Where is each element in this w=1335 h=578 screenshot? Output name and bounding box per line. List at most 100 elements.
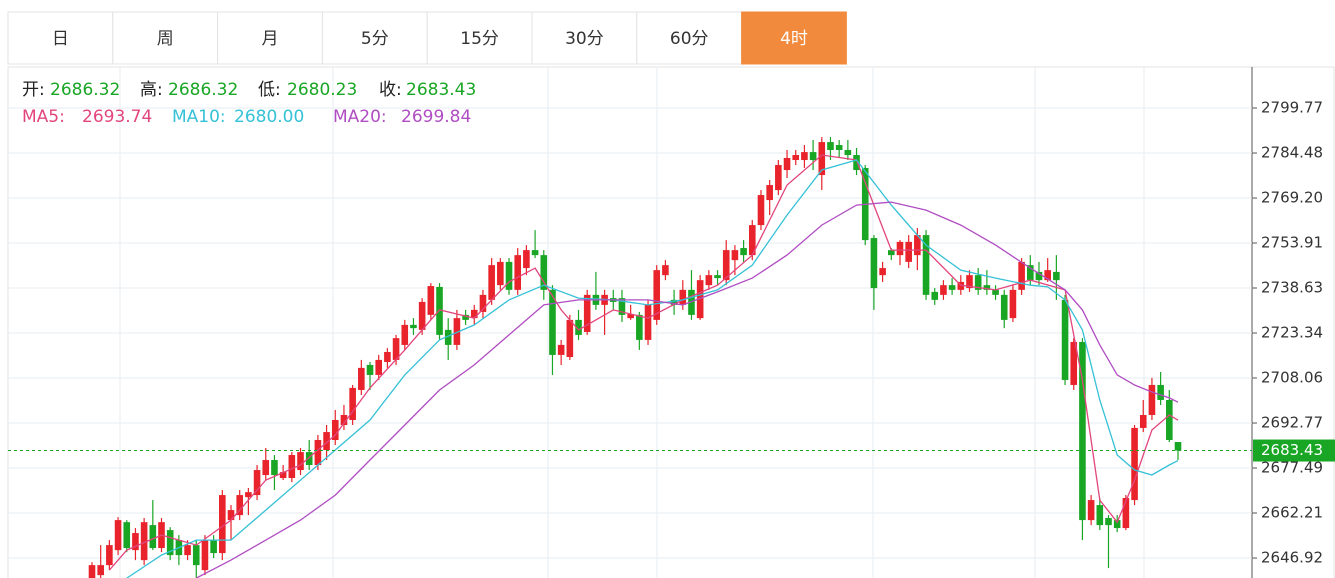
candle-body — [914, 235, 921, 256]
tab[interactable] — [321, 11, 428, 65]
tab[interactable] — [531, 11, 638, 65]
tab-label[interactable]: 日 — [52, 29, 69, 49]
tab-active[interactable] — [741, 11, 847, 65]
tab-label[interactable]: 15分 — [460, 29, 499, 49]
candle-body — [436, 286, 443, 335]
candle-body — [731, 250, 739, 261]
candle-body — [688, 289, 695, 315]
candle-body — [957, 281, 965, 290]
candle-body — [1105, 518, 1112, 526]
tab[interactable] — [636, 11, 743, 65]
candle-body — [905, 241, 912, 262]
candle-body — [305, 452, 313, 466]
candle-body — [931, 291, 939, 300]
y-tick-label: 2723.34 — [1261, 324, 1323, 342]
candle-body — [366, 364, 374, 375]
candle-body — [271, 460, 278, 476]
candle-body — [792, 155, 800, 161]
candle-body — [1087, 500, 1095, 521]
tab-label[interactable]: 60分 — [670, 29, 709, 49]
candle-body — [644, 304, 652, 340]
candle-body — [1035, 271, 1043, 281]
header: 开: 2686.32 高: 2686.32 低: 2680.23 收: 2683.43MA5:… — [22, 80, 476, 127]
tab[interactable] — [217, 11, 323, 65]
candle-body — [531, 250, 539, 256]
candle-body — [636, 314, 643, 340]
candle-body — [696, 280, 704, 319]
legend-value: 2693.74 — [82, 107, 152, 127]
candle-body — [1000, 294, 1008, 320]
candle-body — [1018, 261, 1025, 290]
candle-body — [227, 510, 235, 521]
tab[interactable] — [426, 11, 533, 65]
ma-line — [196, 201, 1179, 578]
candle-body — [106, 545, 113, 566]
candle-body — [349, 387, 356, 420]
tab-label[interactable]: 30分 — [565, 29, 604, 49]
plot — [8, 137, 1252, 578]
y-tick-label: 2692.77 — [1261, 414, 1323, 432]
candle-body — [453, 318, 461, 345]
y-tick-label: 2784.48 — [1261, 144, 1323, 162]
candle-body — [853, 155, 860, 171]
current-price-box — [1253, 439, 1335, 462]
candle-body — [983, 285, 991, 290]
candle-body — [331, 419, 339, 441]
candle-body — [97, 565, 104, 576]
y-tick-label: 2646.92 — [1261, 549, 1323, 567]
candle-body — [1079, 341, 1086, 521]
candle-body — [514, 255, 522, 290]
ohlc-label: 低: — [258, 80, 281, 100]
candle-body — [132, 533, 139, 551]
candle-body — [114, 520, 122, 551]
candle-body — [1157, 384, 1164, 400]
legend-name: MA20: — [333, 107, 387, 127]
candle-body — [549, 289, 556, 355]
legend-name: MA5: — [22, 107, 65, 127]
ohlc-label: 收: — [379, 80, 402, 100]
candle-body — [1070, 341, 1078, 385]
candle-body — [375, 359, 383, 375]
candle-body — [801, 152, 808, 161]
candle-body — [323, 432, 330, 451]
candle-body — [1122, 498, 1130, 529]
candle-body — [1131, 427, 1138, 501]
candle-body — [358, 367, 365, 390]
ohlc-value: 2686.32 — [168, 80, 238, 100]
y-tick-label: 2753.91 — [1261, 234, 1323, 252]
candle-body — [809, 152, 817, 161]
candle-body — [557, 344, 565, 355]
candle-body — [1166, 399, 1173, 441]
candle-body — [1113, 520, 1121, 529]
candle-body — [384, 351, 391, 362]
candle-body — [879, 268, 886, 276]
candle-body — [497, 261, 504, 286]
tab-label[interactable]: 月 — [262, 29, 279, 49]
candle-body — [627, 314, 634, 319]
candle-body — [410, 324, 417, 329]
candle-body — [279, 472, 287, 478]
legend-value: 2699.84 — [401, 107, 471, 127]
tab-label[interactable]: 4时 — [780, 29, 808, 49]
ohlc-label: 开: — [22, 80, 45, 100]
tab-label[interactable]: 周 — [157, 29, 174, 49]
candle-body — [488, 265, 495, 300]
legend-value: 2680.00 — [234, 107, 304, 127]
tab-label[interactable]: 5分 — [361, 29, 389, 49]
candle-body — [88, 565, 96, 578]
candle-body — [948, 285, 956, 290]
ma-line — [126, 159, 1179, 578]
candle-body — [818, 142, 826, 176]
tab[interactable] — [112, 11, 219, 65]
y-tick-label: 2769.20 — [1261, 189, 1323, 207]
candle-body — [1148, 384, 1156, 415]
candle-body — [974, 275, 982, 290]
candle-body — [340, 414, 348, 425]
candle-body — [245, 492, 252, 498]
y-tick-label: 2738.63 — [1261, 279, 1323, 297]
chart-frame — [7, 66, 1335, 578]
candle-body — [523, 250, 530, 269]
candle-body — [1174, 442, 1182, 451]
candle-body — [887, 250, 895, 256]
candle-body — [479, 294, 487, 312]
